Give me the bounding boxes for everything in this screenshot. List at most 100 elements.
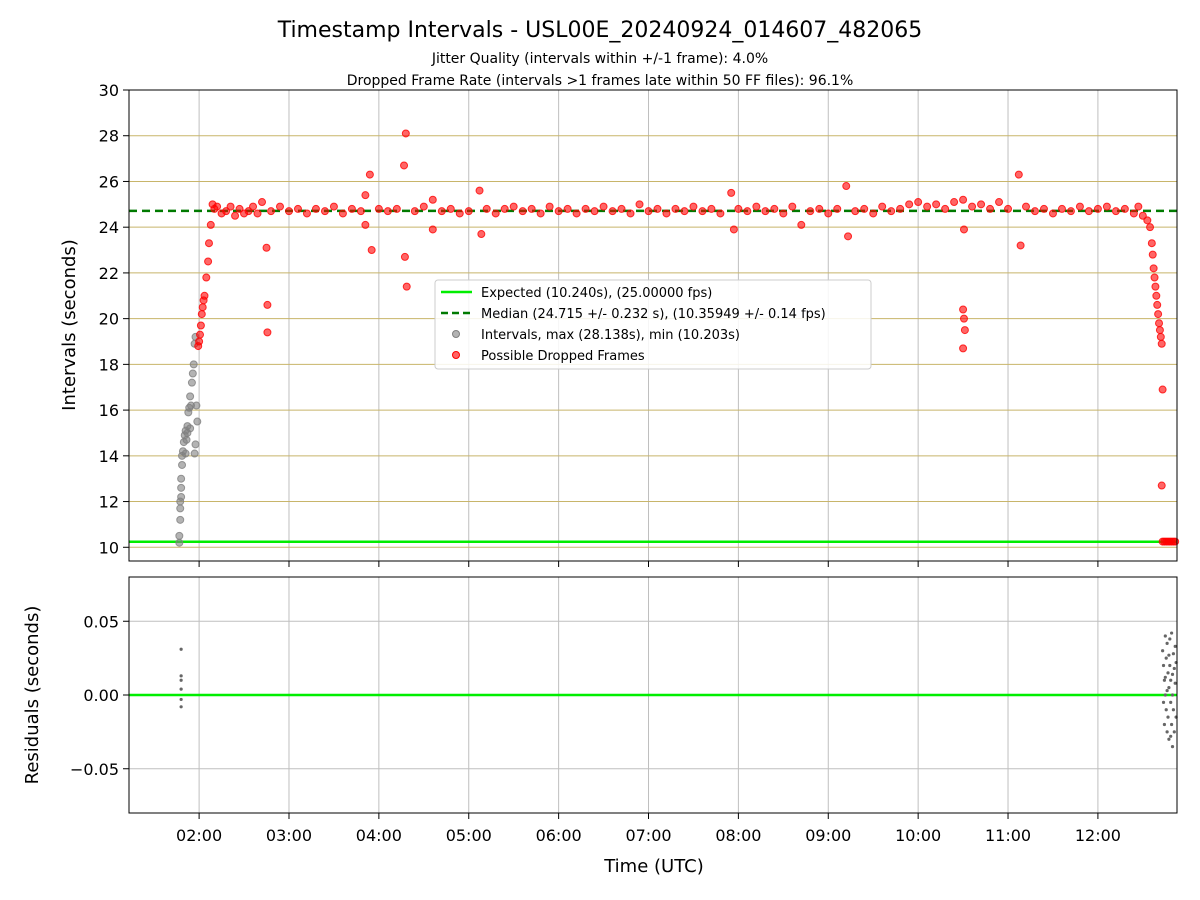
residual-point (1170, 745, 1175, 749)
dropped-frame-point (1066, 207, 1075, 216)
legend-dropped-label: Possible Dropped Frames (481, 349, 645, 364)
residual-point (1161, 700, 1166, 704)
residual-point (1169, 678, 1173, 682)
residual-point (179, 697, 183, 702)
residual-point (1167, 653, 1171, 657)
dropped-frame-point (1143, 216, 1152, 225)
interval-point (176, 515, 185, 524)
dropped-frame-point (1129, 209, 1138, 218)
interval-point (175, 531, 184, 540)
dropped-frame-point (689, 202, 698, 211)
interval-point (177, 483, 186, 492)
dropped-frame-point (779, 209, 788, 218)
subtitle-jitter: Jitter Quality (intervals within +/-1 fr… (431, 51, 768, 67)
dropped-frame-point (200, 291, 209, 300)
dropped-frame-point (941, 204, 950, 213)
dropped-frame-point (959, 344, 968, 353)
dropped-frame-point (860, 204, 869, 213)
top-y-tick-label: 16 (99, 401, 119, 420)
dropped-frame-point (752, 202, 761, 211)
interval-point (192, 401, 201, 410)
dropped-frame-point (727, 188, 736, 197)
dropped-frame-point (1111, 207, 1120, 216)
interval-point (176, 504, 185, 513)
dropped-frame-point (195, 337, 204, 346)
residual-point (179, 705, 183, 709)
dropped-frame-point (428, 225, 437, 234)
x-tick-label: 06:00 (536, 826, 582, 845)
x-tick-label: 09:00 (805, 826, 851, 845)
dropped-frame-point (491, 209, 500, 218)
dropped-frame-point (896, 204, 905, 213)
dropped-frame-point (402, 282, 411, 291)
top-axes-frame (128, 89, 1178, 562)
residual-point (1161, 649, 1165, 653)
residual-point (1171, 652, 1176, 656)
dropped-frame-point (1004, 204, 1013, 213)
residual-point (179, 674, 183, 678)
dropped-frame-point (914, 198, 923, 207)
x-tick-label: 08:00 (715, 826, 761, 845)
dropped-frame-point (635, 200, 644, 209)
dropped-frame-point (1156, 332, 1165, 341)
residual-point (179, 678, 183, 682)
interval-point (191, 440, 200, 449)
interval-point (187, 378, 196, 387)
dropped-frame-point (361, 220, 370, 229)
dropped-frame-point (698, 207, 707, 216)
residual-point (1171, 708, 1176, 712)
top-y-tick-label: 14 (99, 447, 119, 466)
dropped-frame-point (761, 207, 770, 216)
dropped-frame-point (923, 202, 932, 211)
interval-point (177, 474, 186, 483)
dropped-frame-point (1030, 207, 1039, 216)
legend-dropped-swatch (452, 351, 460, 359)
interval-point (193, 417, 202, 426)
dropped-frame-point (950, 198, 959, 207)
dropped-frame-point (887, 207, 896, 216)
dropped-frame-point (482, 204, 491, 213)
dropped-frame-point (563, 204, 572, 213)
dropped-frame-point (446, 204, 455, 213)
dropped-frame-point (536, 209, 545, 218)
dropped-frame-point (1171, 537, 1180, 546)
dropped-frame-point (263, 300, 272, 309)
dropped-frame-point (599, 202, 608, 211)
dropped-frame-point (410, 207, 419, 216)
interval-point (186, 392, 195, 401)
dropped-frame-point (959, 225, 968, 234)
dropped-frame-point (729, 225, 738, 234)
bottom-ylabel: Residuals (seconds) (22, 606, 43, 785)
dropped-frame-point (617, 204, 626, 213)
dropped-frame-point (833, 204, 842, 213)
residual-point (1167, 686, 1171, 690)
residual-point (1164, 708, 1168, 712)
dropped-frame-point (878, 202, 887, 211)
dropped-frame-point (293, 204, 302, 213)
x-tick-label: 03:00 (266, 826, 312, 845)
dropped-frame-point (258, 198, 267, 207)
top-y-tick-label: 20 (99, 310, 119, 329)
residual-point (1169, 734, 1173, 738)
dropped-frame-point (338, 209, 347, 218)
residual-point (1170, 672, 1175, 676)
dropped-frame-point (267, 207, 276, 216)
dropped-frame-point (1157, 481, 1166, 490)
dropped-frame-point (253, 209, 262, 218)
top-y-tick-label: 24 (99, 218, 119, 237)
top-y-tick-label: 22 (99, 264, 119, 283)
residual-point (1163, 634, 1167, 638)
dropped-frame-point (392, 204, 401, 213)
dropped-frame-point (356, 207, 365, 216)
dropped-frame-point (815, 204, 824, 213)
intervals-panel: 10 12 14 16 18 20 22 24 26 28 30 (99, 81, 1180, 567)
dropped-frame-point (401, 129, 410, 138)
dropped-frame-point (995, 198, 1004, 207)
residual-point (1166, 671, 1170, 675)
top-y-tick-label: 28 (99, 127, 119, 146)
dropped-frame-point (653, 204, 662, 213)
x-tick-label: 10:00 (895, 826, 941, 845)
dropped-frame-point (1102, 202, 1111, 211)
dropped-frame-point (824, 209, 833, 218)
